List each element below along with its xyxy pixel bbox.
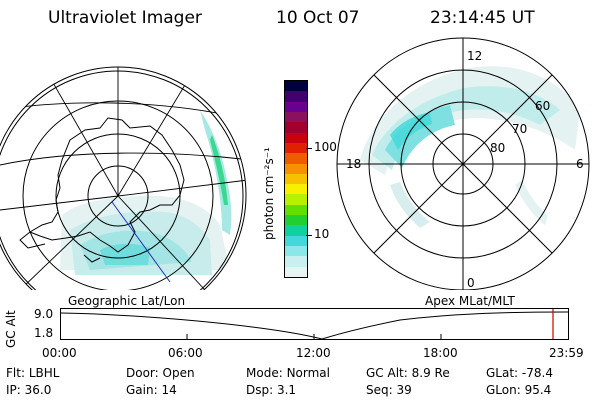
- colorbar-segment: [285, 101, 307, 112]
- mlat-mlt-map: 12 18 6 0 60 70 80: [336, 37, 590, 290]
- timeline-y-tick-1-8: 1.8: [34, 326, 54, 340]
- colorbar-segment: [285, 204, 307, 216]
- mlt-label-12: 12: [467, 49, 482, 63]
- geographic-map: [0, 66, 247, 290]
- colorbar-segment: [285, 235, 307, 246]
- colorbar: [284, 80, 308, 278]
- colorbar-tick-100: [306, 148, 312, 149]
- observation-time: 23:14:45 UT: [430, 8, 535, 28]
- geographic-map-label: Geographic Lat/Lon: [68, 294, 186, 308]
- colorbar-segment: [285, 91, 307, 102]
- status-filter: Flt: LBHL: [6, 366, 60, 380]
- timeline-x-tick-1800: 18:00: [423, 346, 458, 360]
- timeline-x-tick-2359: 23:59: [549, 346, 584, 360]
- colorbar-segment: [285, 132, 307, 143]
- colorbar-label-10: 10: [314, 227, 330, 241]
- colorbar-segment: [285, 111, 307, 123]
- colorbar-segment: [285, 246, 307, 257]
- mlat-label-70: 70: [512, 122, 527, 136]
- colorbar-segment: [285, 215, 307, 226]
- status-gain: Gain: 14: [126, 383, 177, 397]
- colorbar-segment: [285, 194, 307, 205]
- colorbar-segment: [285, 256, 307, 267]
- mlat-label-80: 80: [490, 141, 505, 155]
- timeline-x-tick-0600: 06:00: [168, 346, 203, 360]
- mlt-label-0: 0: [467, 276, 475, 290]
- status-ip: IP: 36.0: [6, 383, 52, 397]
- timeline-x-tick-1200: 12:00: [296, 346, 331, 360]
- status-seq: Seq: 39: [366, 383, 412, 397]
- timeline-x-tick-0000: 00:00: [42, 346, 77, 360]
- altitude-curve: [60, 311, 569, 340]
- colorbar-segment: [285, 266, 307, 277]
- satellite-track: [111, 201, 171, 283]
- status-door: Door: Open: [126, 366, 195, 380]
- colorbar-tick-10: [306, 235, 312, 236]
- status-glon: GLon: 95.4: [486, 383, 552, 397]
- status-mode: Mode: Normal: [246, 366, 330, 380]
- status-gc-alt: GC Alt: 8.9 Re: [366, 366, 450, 380]
- status-glat: GLat: -78.4: [486, 366, 553, 380]
- instrument-title: Ultraviolet Imager: [48, 8, 202, 28]
- colorbar-segment: [285, 153, 307, 164]
- timeline-y-label: GC Alt: [4, 310, 18, 348]
- right-mlt-grid: [337, 38, 589, 290]
- colorbar-segment: [285, 184, 307, 195]
- timeline-y-tick-9: 9.0: [34, 307, 54, 321]
- mlat-label-60: 60: [535, 99, 550, 113]
- colorbar-segment: [285, 173, 307, 185]
- mlt-label-6: 6: [576, 157, 584, 171]
- colorbar-unit-label: photon cm⁻²s⁻¹: [262, 147, 276, 240]
- colorbar-segment: [285, 81, 307, 92]
- colorbar-segment: [285, 142, 307, 154]
- colorbar-segment: [285, 225, 307, 236]
- colorbar-segment: [285, 122, 307, 133]
- altitude-timeline: [60, 308, 569, 340]
- mlat-map-label: Apex MLat/MLT: [425, 294, 515, 308]
- mlt-label-18: 18: [346, 157, 361, 171]
- colorbar-label-100: 100: [314, 140, 337, 154]
- antarctica-coastline: [28, 117, 185, 253]
- observation-date: 10 Oct 07: [276, 8, 360, 28]
- status-dsp: Dsp: 3.1: [246, 383, 297, 397]
- colorbar-segment: [285, 163, 307, 174]
